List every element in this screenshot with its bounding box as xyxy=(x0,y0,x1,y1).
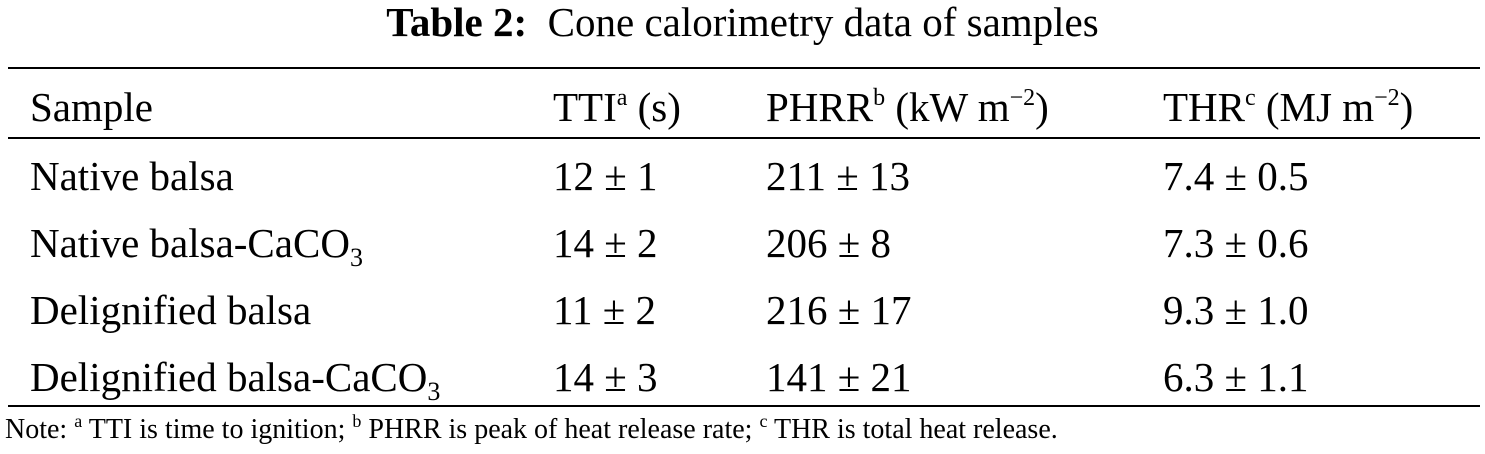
header-sample-text: Sample xyxy=(30,84,153,130)
row-4-thr: 6.3 ± 1.1 xyxy=(1163,354,1309,400)
footnote-b-mark: b xyxy=(352,411,362,431)
header-phrr-unit-exponent: −2 xyxy=(1009,85,1036,111)
row-4-sample-text: Delignified balsa-CaCO xyxy=(30,354,428,400)
table-top-rule xyxy=(8,67,1480,69)
row-3-sample: Delignified balsa xyxy=(30,287,311,333)
row-4-phrr: 141 ± 21 xyxy=(766,354,912,400)
footnote-b-text: PHRR is peak of heat release rate; xyxy=(361,414,760,445)
footnote-a-mark: a xyxy=(74,411,83,431)
header-tti-text: TTI xyxy=(553,84,617,130)
row-2-tti: 14 ± 2 xyxy=(553,220,658,266)
table-bottom-rule xyxy=(8,405,1480,407)
header-thr-unit-exponent: −2 xyxy=(1374,85,1400,111)
header-phrr-unit-close: ) xyxy=(1035,84,1049,130)
row-4-sample: Delignified balsa-CaCO3 xyxy=(30,354,440,405)
footnote-c-mark: c xyxy=(759,411,768,431)
row-1-thr: 7.4 ± 0.5 xyxy=(1163,153,1309,199)
table-header-rule xyxy=(8,137,1480,139)
row-2-phrr: 206 ± 8 xyxy=(766,220,892,266)
header-phrr: PHRRb (kW m−2) xyxy=(766,84,1049,130)
table-caption-text: Cone calorimetry data of samples xyxy=(547,0,1099,45)
header-thr: THRc (MJ m−2) xyxy=(1163,84,1413,130)
header-thr-unit: (MJ m xyxy=(1255,84,1375,130)
header-phrr-footnote-mark: b xyxy=(873,85,886,111)
table-caption-label: Table 2: xyxy=(386,0,528,45)
row-3-tti: 11 ± 2 xyxy=(553,287,656,333)
header-tti: TTIa (s) xyxy=(553,84,681,130)
row-2-thr: 7.3 ± 0.6 xyxy=(1163,220,1309,266)
footnote-prefix: Note: xyxy=(5,414,75,445)
header-thr-unit-close: ) xyxy=(1399,84,1414,130)
row-2-sample-subscript: 3 xyxy=(349,243,363,272)
table-caption: Table 2: Cone calorimetry data of sample… xyxy=(0,0,1485,44)
row-1-sample-text: Native balsa xyxy=(30,153,234,199)
header-thr-text: THR xyxy=(1163,84,1245,130)
header-sample: Sample xyxy=(30,84,153,130)
header-phrr-text: PHRR xyxy=(766,84,874,130)
row-1-tti: 12 ± 1 xyxy=(553,153,658,199)
header-tti-footnote-mark: a xyxy=(616,85,628,111)
row-3-phrr: 216 ± 17 xyxy=(766,287,912,333)
footnote-c-text: THR is total heat release. xyxy=(767,414,1058,445)
header-thr-footnote-mark: c xyxy=(1245,85,1256,111)
row-1-phrr: 211 ± 13 xyxy=(766,153,910,199)
row-1-sample: Native balsa xyxy=(30,153,234,199)
row-3-thr: 9.3 ± 1.0 xyxy=(1163,287,1309,333)
table-footnote: Note: a TTI is time to ignition; b PHRR … xyxy=(5,411,1058,447)
header-tti-unit: (s) xyxy=(627,84,681,130)
row-3-sample-text: Delignified balsa xyxy=(30,287,312,333)
footnote-a-text: TTI is time to ignition; xyxy=(82,414,353,445)
row-4-sample-subscript: 3 xyxy=(427,377,441,406)
row-2-sample-text: Native balsa-CaCO xyxy=(30,220,350,266)
row-4-tti: 14 ± 3 xyxy=(553,354,658,400)
row-2-sample: Native balsa-CaCO3 xyxy=(30,220,363,271)
header-phrr-unit: (kW m xyxy=(885,84,1010,130)
